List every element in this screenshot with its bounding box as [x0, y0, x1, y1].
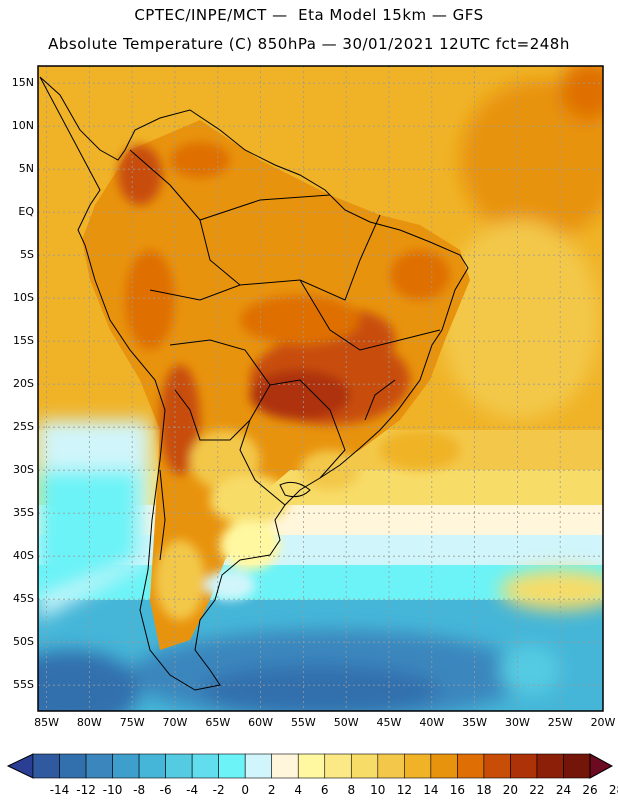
colorbar-swatch: [536, 753, 564, 779]
latitude-tick-label: 5N: [18, 162, 34, 176]
latitude-tick-label: 10N: [11, 119, 34, 133]
coastline-borders: [39, 76, 469, 691]
longitude-tick-label: 30W: [504, 716, 530, 729]
map-frame: [37, 65, 604, 712]
longitude-tick-label: 50W: [333, 716, 359, 729]
colorbar-tick-label: 20: [502, 783, 519, 797]
colorbar-tick-label: 16: [449, 783, 466, 797]
colorbar-tick-label: -14: [49, 783, 70, 797]
colorbar-swatch: [377, 753, 405, 779]
latitude-tick-label: 15N: [11, 76, 34, 90]
graticule-lines: [38, 66, 604, 711]
colorbar-tick-label: 24: [555, 783, 572, 797]
colorbar-swatch: [457, 753, 485, 779]
colorbar-tick-label: 26: [582, 783, 598, 797]
colorbar-swatch: [85, 753, 113, 779]
colorbar-tick-label: 28: [608, 783, 618, 797]
latitude-tick-label: 20S: [13, 377, 34, 391]
latitude-tick-label: 15S: [13, 334, 34, 348]
latitude-tick-label: 10S: [13, 291, 34, 305]
colorbar-tick-label: 2: [267, 783, 276, 797]
map-subtitle: Absolute Temperature (C) 850hPa — 30/01/…: [48, 35, 570, 53]
colorbar-tick-label: -6: [159, 783, 172, 797]
longitude-tick-label: 65W: [205, 716, 231, 729]
latitude-tick-label: 55S: [13, 678, 34, 692]
colorbar-swatch: [510, 753, 538, 779]
map-title: CPTEC/INPE/MCT — Eta Model 15km — GFS: [134, 6, 484, 24]
latitude-tick-label: 5S: [20, 248, 34, 262]
temperature-field: [38, 66, 603, 711]
latitude-tick-label: 45S: [13, 592, 34, 606]
colorbar-tick-label: 0: [241, 783, 249, 797]
colorbar-tick-label: 6: [320, 783, 329, 797]
longitude-tick-label: 75W: [119, 716, 145, 729]
colorbar-high-arrow: [589, 753, 614, 779]
longitude-tick-label: 25W: [547, 716, 573, 729]
colorbar-tick-label: 12: [396, 783, 412, 797]
colorbar-swatch: [218, 753, 246, 779]
colorbar-swatch: [324, 753, 352, 779]
colorbar-swatch: [244, 753, 273, 779]
longitude-tick-label: 20W: [590, 716, 616, 729]
colorbar-low-arrow: [6, 753, 34, 779]
latitude-tick-label: 25S: [13, 420, 34, 434]
longitude-tick-label: 55W: [290, 716, 316, 729]
longitude-tick-label: 85W: [34, 716, 59, 729]
colorbar-tick-label: -2: [212, 783, 225, 797]
longitude-tick-label: 45W: [376, 716, 402, 729]
colorbar-tick-label: 22: [529, 783, 545, 797]
colorbar-tick-label: 18: [476, 783, 492, 797]
latitude-tick-label: 40S: [13, 549, 34, 563]
colorbar-swatch: [138, 753, 166, 779]
latitude-tick-label: 30S: [13, 463, 34, 477]
colorbar-swatch: [350, 753, 379, 779]
colorbar-tick-label: -10: [102, 783, 123, 797]
longitude-tick-label: 40W: [419, 716, 445, 729]
longitude-tick-label: 80W: [76, 716, 102, 729]
colorbar: [6, 753, 614, 779]
colorbar-swatch: [404, 753, 432, 779]
colorbar-tick-label: 4: [294, 783, 303, 797]
colorbar-tick-label: -12: [76, 783, 96, 797]
colorbar-swatch: [59, 753, 87, 779]
colorbar-swatch: [165, 753, 193, 779]
colorbar-swatch: [563, 753, 591, 779]
colorbar-swatch: [112, 753, 140, 779]
colorbar-swatch: [483, 753, 511, 779]
colorbar-tick-label: 14: [423, 783, 439, 797]
longitude-tick-label: 35W: [462, 716, 488, 729]
colorbar-swatch: [191, 753, 219, 779]
colorbar-swatch: [297, 753, 326, 779]
colorbar-tick-label: -8: [133, 783, 146, 797]
colorbar-swatch: [271, 753, 299, 779]
colorbar-tick-label: 8: [347, 783, 356, 797]
colorbar-swatch: [430, 753, 458, 779]
latitude-tick-label: 35S: [13, 506, 34, 520]
longitude-tick-label: 70W: [162, 716, 188, 729]
colorbar-tick-label: -4: [186, 783, 199, 797]
latitude-tick-label: 50S: [13, 635, 34, 649]
colorbar-tick-label: 10: [370, 783, 386, 797]
longitude-tick-label: 60W: [248, 716, 273, 729]
colorbar-swatch: [32, 753, 60, 779]
latitude-tick-label: EQ: [18, 205, 34, 219]
